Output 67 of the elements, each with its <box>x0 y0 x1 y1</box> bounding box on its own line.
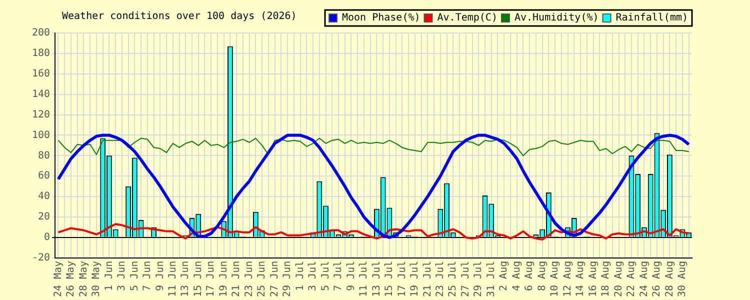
x-tick-label: 7 Jul <box>333 260 344 291</box>
y-tick-label: 40 <box>38 191 50 202</box>
x-tick-label: 20 Aug <box>613 260 624 297</box>
x-tick-label: 30 Aug <box>677 260 688 297</box>
x-tick-label: 24 Aug <box>638 260 650 297</box>
x-tick-label: 8 Aug <box>536 260 548 291</box>
x-tick-label: 7 Jun <box>142 260 154 291</box>
x-tick-label: 21 Jun <box>231 260 242 297</box>
legend-label: Rainfall(mm) <box>616 12 688 24</box>
x-tick-label: 17 Jul <box>396 260 408 297</box>
x-tick-label: 28 May <box>78 260 90 297</box>
x-tick-label: 21 Jul <box>422 260 434 297</box>
x-tick-label: 31 Jul <box>486 260 497 297</box>
x-tick-label: 4 Aug <box>511 260 522 291</box>
x-tick-label: 26 May <box>66 260 77 297</box>
x-tick-label: 3 Jul <box>308 260 319 291</box>
x-tick-label: 16 Aug <box>588 260 599 297</box>
chart-title: Weather conditions over 100 days (2026) <box>62 11 297 22</box>
y-tick-label: 80 <box>38 150 50 162</box>
x-tick-label: 22 Aug <box>626 260 638 297</box>
y-tick-label: 20 <box>38 212 50 223</box>
x-tick-label: 26 Aug <box>652 260 663 297</box>
x-tick-label: 5 Jun <box>129 260 140 291</box>
x-tick-label: 1 Jul <box>294 260 306 291</box>
legend-label: Av.Humidity(%) <box>514 12 599 24</box>
x-tick-label: 17 Jun <box>206 260 217 297</box>
x-tick-label: 15 Jun <box>192 260 204 297</box>
y-tick-label: 100 <box>32 130 50 141</box>
y-tick-label: 200 <box>32 28 50 39</box>
x-tick-label: 29 Jun <box>282 260 294 297</box>
x-tick-label: 5 Jul <box>320 260 332 291</box>
x-tick-label: 1 Jun <box>104 260 115 291</box>
y-tick-label: 120 <box>32 109 50 120</box>
legend-label: Moon Phase(%) <box>342 12 420 24</box>
y-tick-label: 0 <box>44 232 50 244</box>
x-tick-label: 19 Jul <box>410 260 421 297</box>
x-tick-label: 23 Jun <box>244 260 255 297</box>
x-tick-label: 10 Aug <box>550 260 561 297</box>
x-tick-label: 25 Jul <box>448 260 459 297</box>
x-tick-label: 24 May <box>52 260 64 297</box>
y-tick-label: 60 <box>38 170 50 182</box>
x-tick-label: 11 Jul <box>358 260 370 297</box>
x-tick-label: 9 Jul <box>346 260 357 291</box>
y-tick-label: 140 <box>32 88 50 100</box>
y-tick-label: 180 <box>32 48 50 60</box>
x-tick-label: 13 Jul <box>371 260 382 297</box>
x-tick-label: 12 Aug <box>562 260 574 297</box>
x-tick-label: 11 Jun <box>167 260 178 297</box>
x-tick-label: 14 Aug <box>575 260 586 297</box>
x-tick-label: 9 Jun <box>154 260 166 291</box>
x-tick-label: 3 Jun <box>116 260 128 291</box>
x-tick-label: 13 Jun <box>180 260 192 297</box>
x-tick-label: 27 Jul <box>460 260 472 297</box>
x-tick-label: 18 Aug <box>600 260 612 297</box>
x-tick-label: 29 Jul <box>473 260 484 297</box>
x-tick-label: 27 Jun <box>269 260 280 297</box>
x-tick-label: 28 Aug <box>664 260 676 297</box>
y-tick-label: -20 <box>32 252 50 264</box>
x-tick-label: 25 Jun <box>256 260 268 297</box>
x-tick-label: 15 Jul <box>384 260 396 297</box>
x-tick-label: 6 Aug <box>524 260 536 291</box>
x-tick-label: 23 Jul <box>435 260 446 297</box>
y-tick-label: 160 <box>32 68 50 80</box>
x-tick-label: 19 Jun <box>218 260 230 297</box>
x-tick-label: 30 May <box>91 260 102 297</box>
x-tick-label: 2 Aug <box>498 260 510 291</box>
legend-label: Av.Temp(C) <box>437 12 498 24</box>
